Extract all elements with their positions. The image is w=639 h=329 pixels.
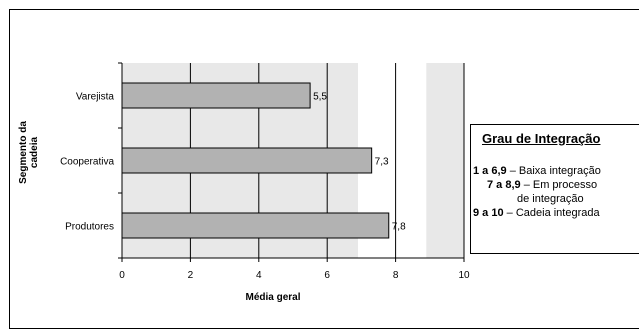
bar-varejista [121, 82, 311, 109]
bar-produtores [121, 212, 390, 239]
x-tick-label-0: 0 [119, 270, 125, 281]
legend-title: Grau de Integração [482, 131, 601, 146]
y-axis-title: Segmento dacadeia [18, 121, 40, 184]
legend-item-integrated: 9 a 10 – Cadeia integrada [473, 207, 600, 219]
x-tick-label-10: 10 [458, 270, 470, 281]
data-label-produtores: 7,8 [392, 222, 406, 233]
legend-item-process-cont: de integração [517, 193, 584, 205]
band-1 [426, 63, 464, 258]
legend-box: Grau de Integração 1 a 6,9 – Baixa integ… [470, 124, 639, 254]
category-label-varejista: Varejista [76, 92, 115, 103]
bar-cooperativa [121, 147, 373, 174]
x-tick-label-4: 4 [256, 270, 262, 281]
category-label-produtores: Produtores [65, 222, 114, 233]
x-tick-label-8: 8 [393, 270, 399, 281]
x-tick-label-6: 6 [324, 270, 330, 281]
legend-item-low: 1 a 6,9 – Baixa integração [473, 165, 601, 177]
x-tick-label-2: 2 [188, 270, 194, 281]
category-label-cooperativa: Cooperativa [60, 157, 114, 168]
x-axis-title: Média geral [245, 292, 300, 303]
legend-item-process: 7 a 8,9 – Em processo [487, 179, 598, 191]
bar-chart: 0 2 4 6 8 10 Varejista 5,5 Cooperativa 7,3 Produto… [18, 62, 470, 303]
data-label-cooperativa: 7,3 [375, 157, 389, 168]
data-label-varejista: 5,5 [313, 92, 327, 103]
